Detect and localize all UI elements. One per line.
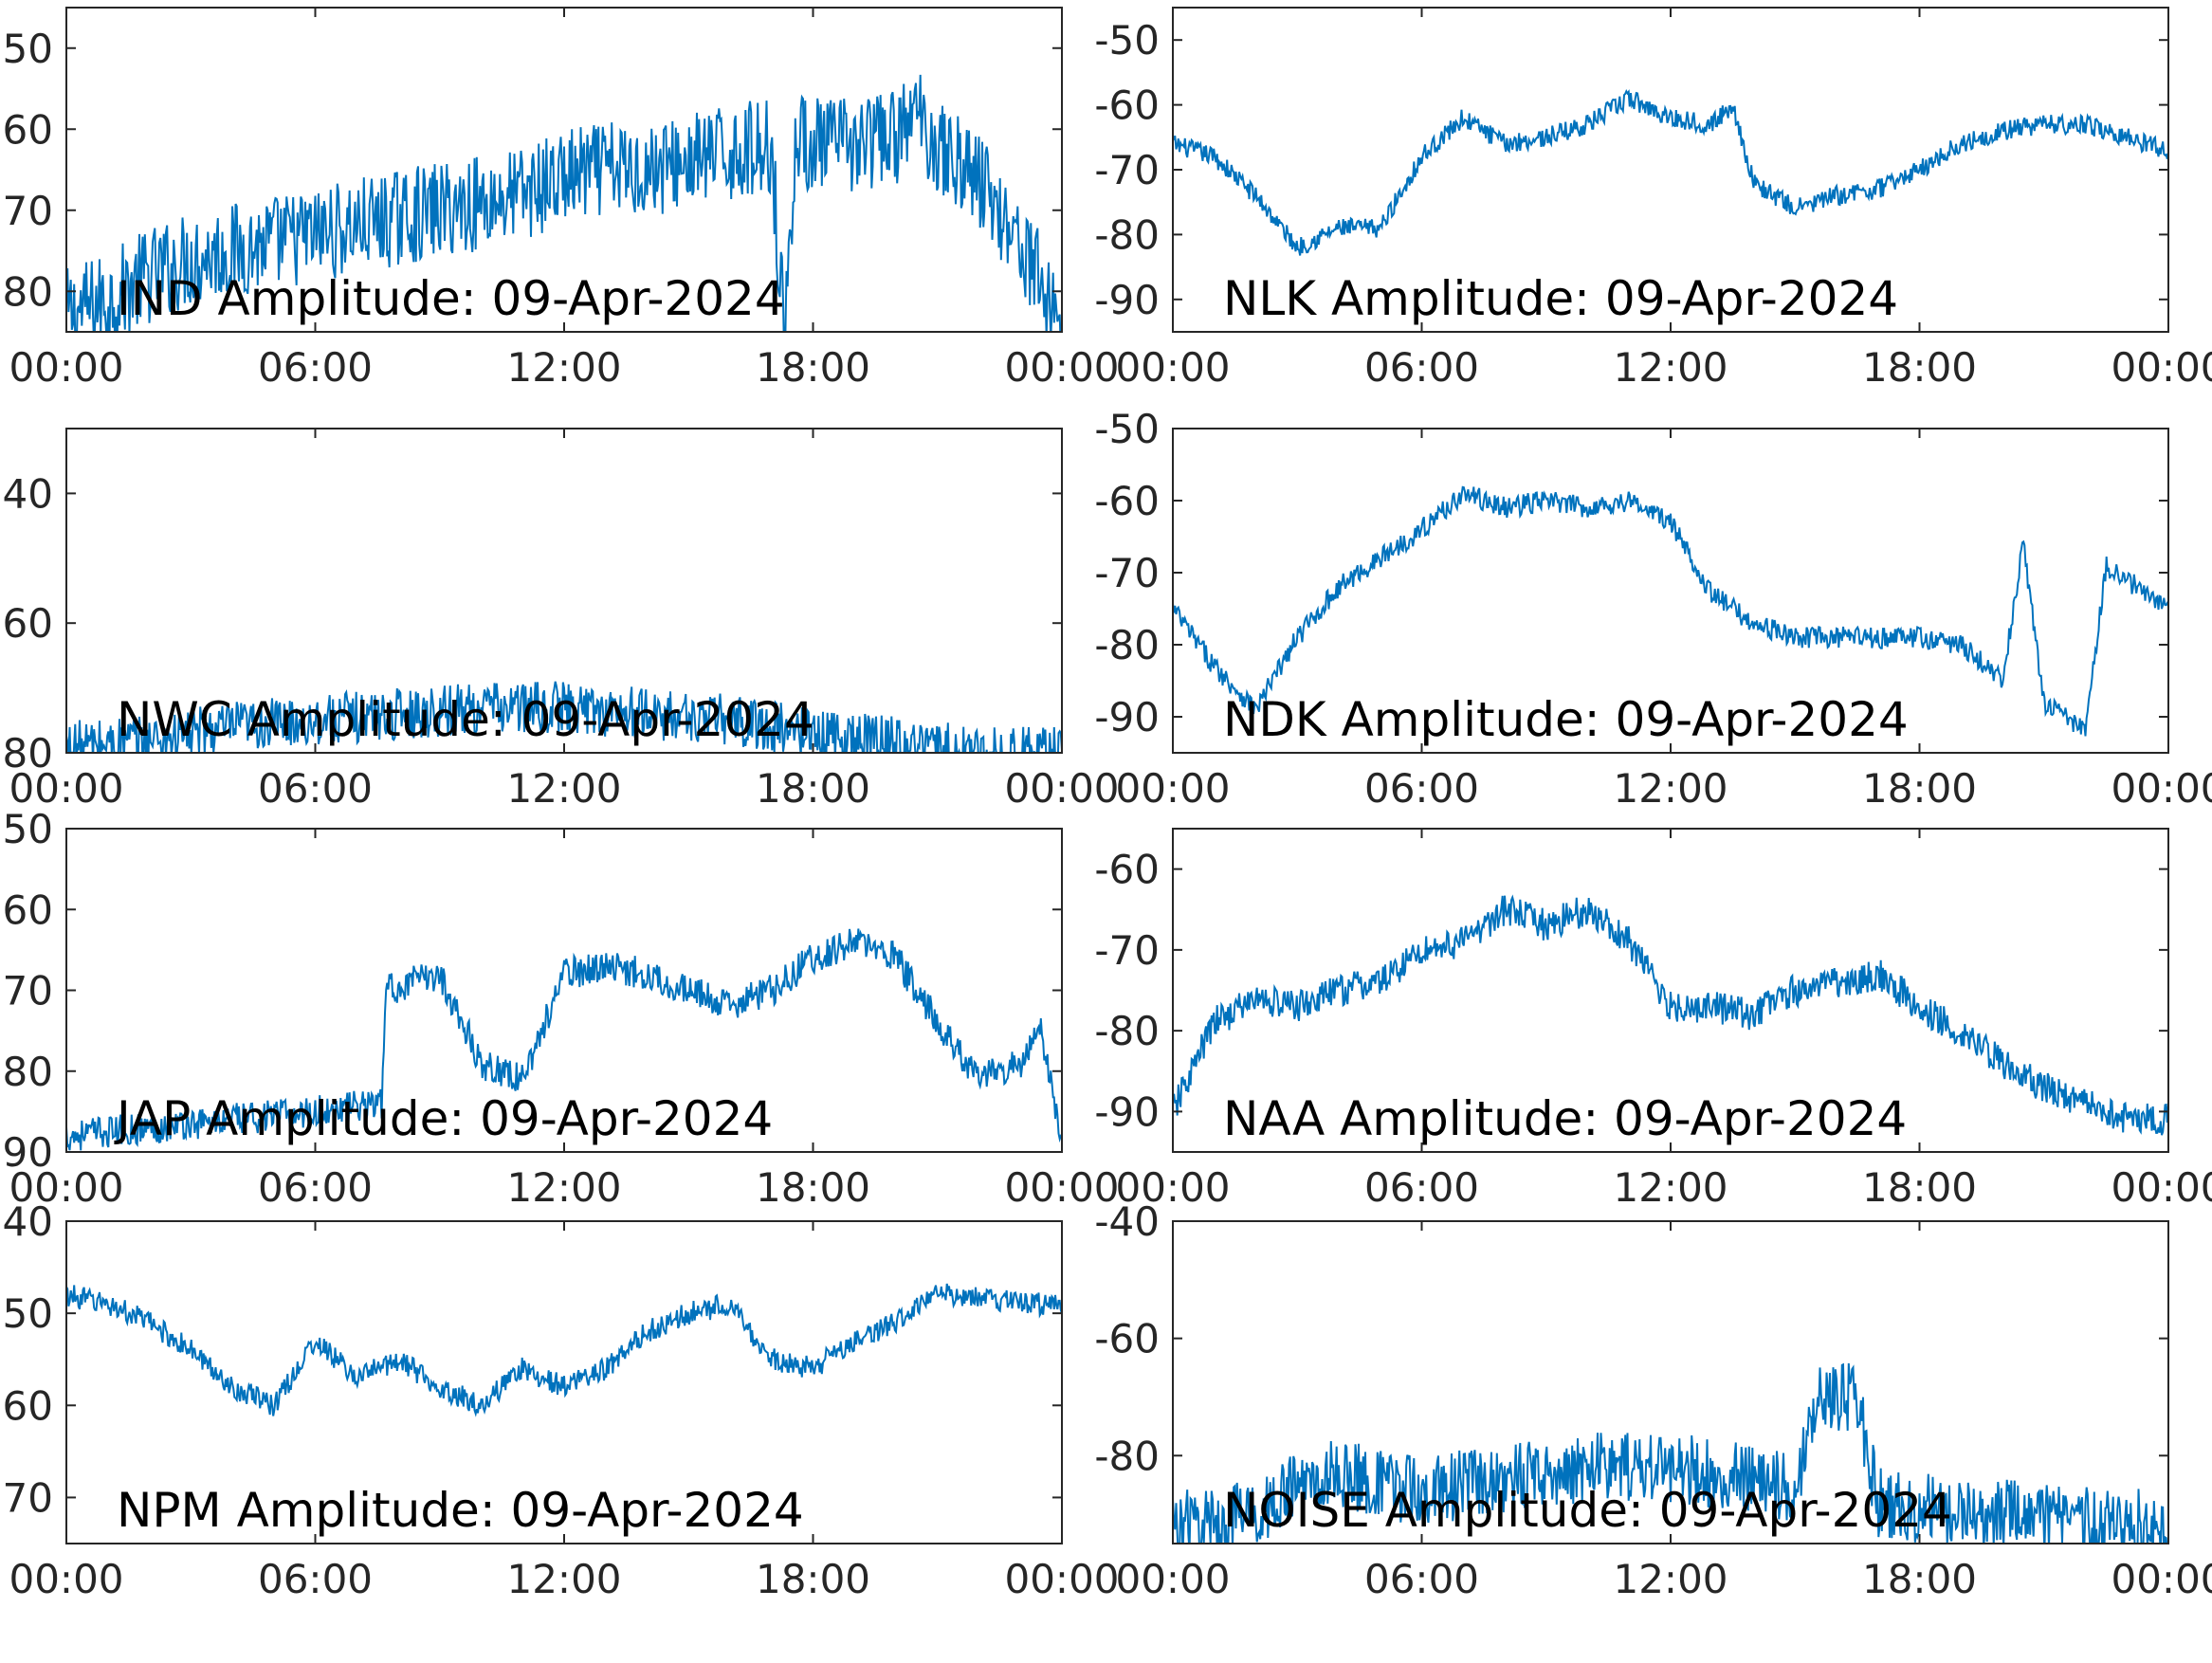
y-tick-label: -70	[1094, 927, 1160, 974]
y-tick-label: -50	[1094, 406, 1160, 452]
x-tick-label: 18:00	[1862, 765, 1977, 812]
y-tick-label: 70	[3, 188, 53, 234]
y-tick-label: -60	[1094, 478, 1160, 524]
series-line	[66, 1283, 1062, 1417]
x-tick-label: 06:00	[1364, 765, 1479, 812]
y-tick-label: -50	[1094, 17, 1160, 64]
x-tick-label: 18:00	[756, 1556, 870, 1602]
x-tick-label: 06:00	[1364, 344, 1479, 391]
series-line	[66, 928, 1062, 1151]
panel-title: JAP Amplitude: 09-Apr-2024	[114, 1091, 773, 1146]
x-tick-label: 00:00	[1115, 1164, 1230, 1211]
y-tick-label: -70	[1094, 147, 1160, 193]
y-tick-label: 50	[3, 806, 53, 852]
x-tick-label: 00:00	[2111, 344, 2212, 391]
x-tick-label: 12:00	[506, 344, 621, 391]
x-tick-label: 00:00	[2111, 765, 2212, 812]
panel-title: NOISE Amplitude: 09-Apr-2024	[1223, 1483, 1952, 1538]
panel-0: 00:00 06:00 12:00 18:00 00:00 50 60 70 80 IND Amp…	[3, 7, 1120, 391]
series-line	[66, 681, 1062, 753]
y-tick-label: 60	[3, 886, 53, 933]
y-tick-label: -80	[1094, 211, 1160, 258]
y-tick-label: -90	[1094, 277, 1160, 323]
x-tick-label: 18:00	[756, 344, 870, 391]
y-tick-label: -90	[1094, 694, 1160, 740]
panel-7: 00:00 06:00 12:00 18:00 00:00 -40 -60 -80 NOISE …	[1094, 1198, 2212, 1602]
y-tick-label: 50	[3, 1290, 53, 1337]
y-tick-label: -90	[1094, 1088, 1160, 1135]
y-tick-label: -80	[1094, 622, 1160, 668]
y-tick-label: 50	[3, 26, 53, 72]
x-tick-label: 00:00	[2111, 1556, 2212, 1602]
x-tick-label: 06:00	[258, 1164, 373, 1211]
x-tick-label: 18:00	[1862, 1556, 1977, 1602]
y-tick-label: 60	[3, 1382, 53, 1429]
panel-2: 00:00 06:00 12:00 18:00 00:00 40 60 80 NWC Ampli…	[3, 428, 1120, 812]
panel-title: NLK Amplitude: 09-Apr-2024	[1223, 271, 1898, 326]
series-line	[1173, 485, 2168, 737]
y-tick-label: 40	[3, 1198, 53, 1245]
x-tick-label: 12:00	[1613, 344, 1728, 391]
y-tick-label: 60	[3, 600, 53, 647]
x-tick-label: 18:00	[1862, 1164, 1977, 1211]
panel-5: 00:00 06:00 12:00 18:00 00:00 -60 -70 -80 -90 NAA…	[1094, 828, 2212, 1211]
series-line	[1173, 89, 2168, 256]
series-line	[66, 74, 1062, 332]
x-tick-label: 00:00	[2111, 1164, 2212, 1211]
x-tick-label: 00:00	[1004, 344, 1119, 391]
y-tick-label: 80	[3, 1049, 53, 1095]
panel-1: 00:00 06:00 12:00 18:00 00:00 -50 -60 -70 -80 -90…	[1094, 7, 2212, 391]
panel-title: NWC Amplitude: 09-Apr-2024	[117, 692, 814, 747]
y-tick-label: 40	[3, 470, 53, 517]
y-tick-label: 80	[3, 268, 53, 315]
x-tick-label: 18:00	[1862, 344, 1977, 391]
x-tick-label: 00:00	[9, 1556, 123, 1602]
x-tick-label: 00:00	[1004, 765, 1119, 812]
x-tick-label: 00:00	[9, 344, 123, 391]
y-tick-label: -40	[1094, 1198, 1160, 1245]
y-tick-label: -80	[1094, 1008, 1160, 1054]
y-tick-label: 80	[3, 730, 53, 777]
x-tick-label: 06:00	[1364, 1164, 1479, 1211]
x-tick-label: 18:00	[756, 765, 870, 812]
x-tick-label: 00:00	[1115, 765, 1230, 812]
panel-title: NDK Amplitude: 09-Apr-2024	[1223, 692, 1909, 747]
y-tick-label: -70	[1094, 550, 1160, 596]
x-tick-label: 12:00	[506, 765, 621, 812]
panel-6: 00:00 06:00 12:00 18:00 00:00 40 50 60 70 NPM Amp…	[3, 1198, 1120, 1602]
y-tick-label: -60	[1094, 1316, 1160, 1362]
panel-3: 00:00 06:00 12:00 18:00 00:00 -50 -60 -70 -80 -90…	[1094, 406, 2212, 812]
y-tick-label: 90	[3, 1129, 53, 1176]
x-tick-label: 12:00	[1613, 1164, 1728, 1211]
panel-4: 00:00 06:00 12:00 18:00 00:00 50 60 70 80 90 JAP A…	[3, 806, 1120, 1211]
x-tick-label: 12:00	[506, 1556, 621, 1602]
x-tick-label: 12:00	[1613, 1556, 1728, 1602]
x-tick-label: 06:00	[1364, 1556, 1479, 1602]
x-tick-label: 12:00	[1613, 765, 1728, 812]
x-tick-label: 00:00	[1115, 1556, 1230, 1602]
y-tick-label: -60	[1094, 847, 1160, 893]
x-tick-label: 00:00	[1004, 1556, 1119, 1602]
y-tick-label: 70	[3, 1474, 53, 1521]
y-tick-label: 70	[3, 968, 53, 1014]
x-tick-label: 06:00	[258, 1556, 373, 1602]
panel-title: NPM Amplitude: 09-Apr-2024	[117, 1483, 804, 1538]
y-tick-label: -60	[1094, 82, 1160, 129]
x-tick-label: 00:00	[1004, 1164, 1119, 1211]
x-tick-label: 00:00	[9, 765, 123, 812]
y-tick-label: -80	[1094, 1433, 1160, 1479]
x-tick-label: 18:00	[756, 1164, 870, 1211]
series-line	[1173, 1362, 2168, 1544]
x-tick-label: 00:00	[1115, 344, 1230, 391]
panel-title: IND Amplitude: 09-Apr-2024	[117, 271, 785, 326]
x-tick-label: 00:00	[9, 1164, 123, 1211]
x-tick-label: 06:00	[258, 765, 373, 812]
x-tick-label: 12:00	[506, 1164, 621, 1211]
series-line	[1173, 894, 2168, 1136]
y-tick-label: 60	[3, 106, 53, 153]
x-tick-label: 06:00	[258, 344, 373, 391]
panel-title: NAA Amplitude: 09-Apr-2024	[1223, 1091, 1907, 1146]
